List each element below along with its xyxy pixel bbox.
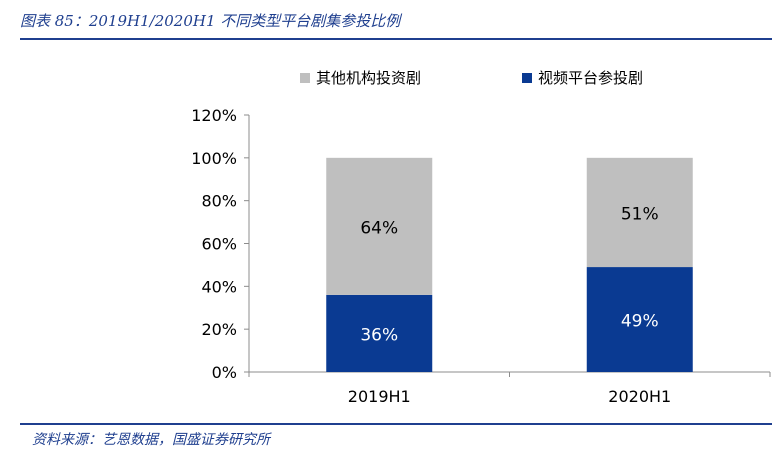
source-note: 资料来源：艺恩数据，国盛证券研究所: [32, 432, 270, 448]
bar-segment-other-platform: [586, 157, 693, 268]
y-tick-label: 80%: [201, 192, 237, 211]
y-tick-label: 20%: [201, 320, 237, 339]
legend-swatch: [522, 73, 532, 83]
legend-label: 其他机构投资剧: [316, 69, 421, 87]
y-tick-label: 0%: [212, 363, 237, 382]
bar-segment-video-platform: [586, 267, 693, 372]
data-label: 51%: [621, 204, 659, 224]
figure-title: 图表 85：2019H1/2020H1 不同类型平台剧集参投比例: [20, 12, 401, 30]
data-label: 64%: [360, 218, 398, 238]
x-tick-label: 2019H1: [348, 387, 411, 406]
stacked-bar-chart: 0% 20% 40% 60% 80% 100% 120% 36% 64% 2019H1 49% 51%…: [191, 69, 771, 406]
y-tick-label: 100%: [191, 149, 237, 168]
y-tick-label: 60%: [201, 235, 237, 254]
source-divider: [20, 423, 772, 425]
legend-swatch: [300, 73, 310, 83]
y-tick-label: 120%: [191, 106, 237, 125]
bar-segment-other-platform: [326, 157, 433, 295]
legend-label: 视频平台参投剧: [538, 69, 643, 87]
x-tick-label: 2020H1: [608, 387, 671, 406]
data-label: 49%: [621, 312, 659, 332]
title-divider: [20, 38, 772, 40]
bar-segment-video-platform: [326, 294, 433, 372]
y-tick-label: 40%: [201, 277, 237, 296]
data-label: 36%: [360, 325, 398, 345]
